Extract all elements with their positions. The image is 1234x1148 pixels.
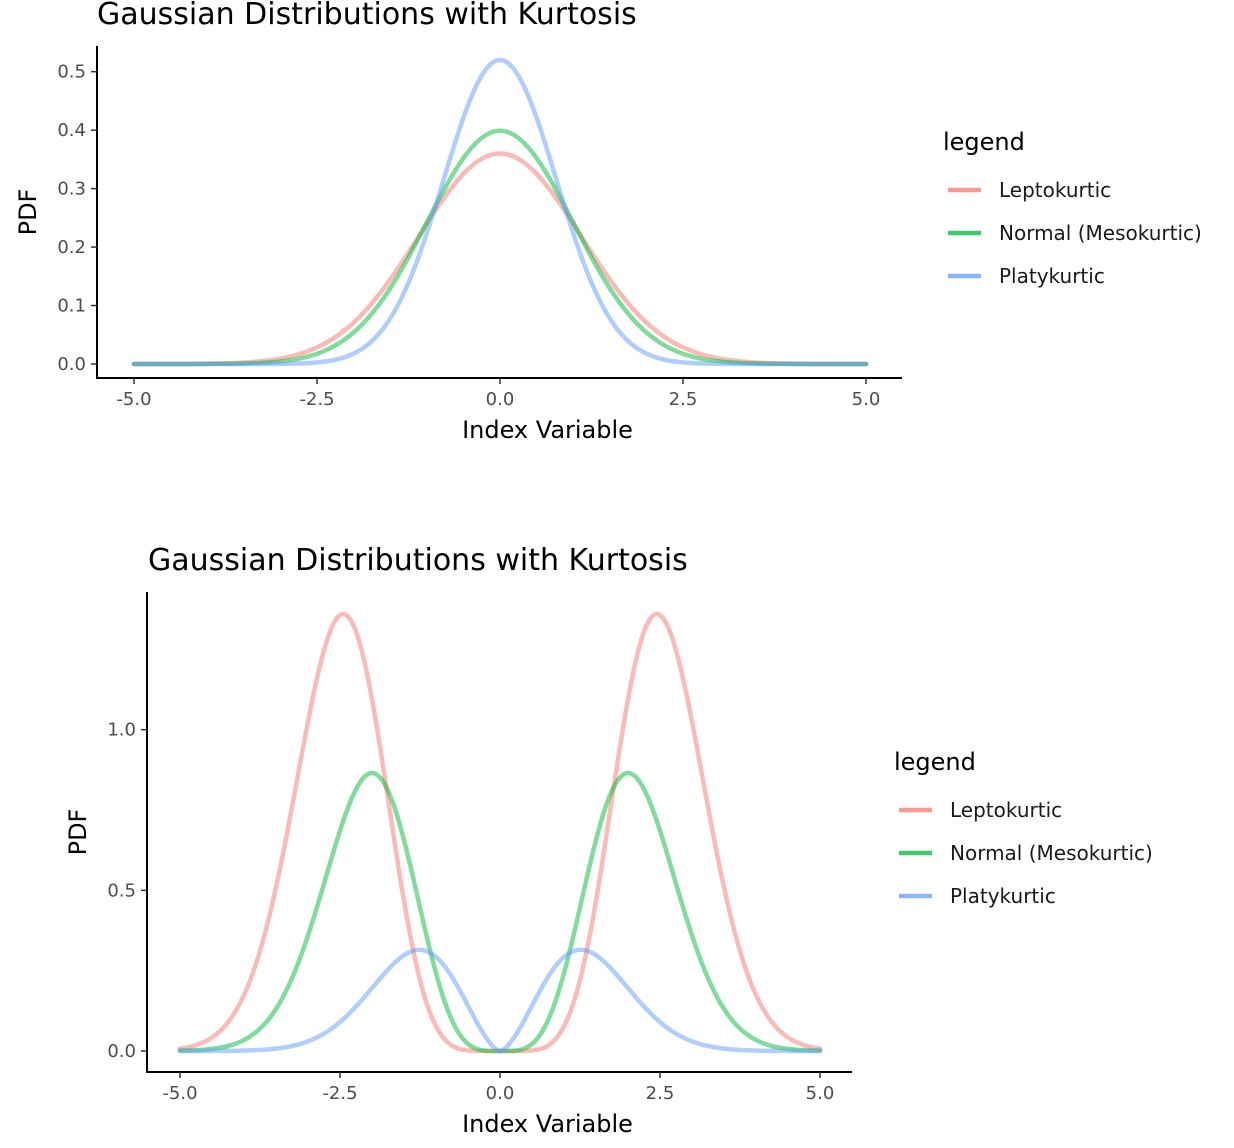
series-line-normal-mesokurtic	[131, 128, 869, 367]
x-tick-label: 0.0	[486, 389, 515, 410]
y-tick-label: 0.4	[57, 120, 86, 141]
legend-label: Platykurtic	[999, 264, 1105, 288]
y-tick-label: 0.3	[57, 179, 86, 200]
x-tick-label: 5.0	[806, 1083, 835, 1104]
x-tick-label: -5.0	[116, 389, 151, 410]
y-tick-label: 0.0	[107, 1041, 136, 1062]
axis-lines	[96, 46, 902, 379]
series-line-platykurtic	[131, 57, 869, 367]
y-tick-label: 0.0	[57, 354, 86, 375]
x-axis-label: Index Variable	[462, 1110, 633, 1138]
series-line-leptokurtic	[177, 611, 823, 1054]
y-axis-label: PDF	[14, 189, 42, 236]
legend-label: Normal (Mesokurtic)	[999, 221, 1202, 245]
axis-lines	[146, 592, 852, 1073]
x-tick-label: 2.5	[669, 389, 698, 410]
legend-title: legend	[894, 748, 976, 776]
x-tick-label: 0.0	[486, 1083, 515, 1104]
legend-label: Leptokurtic	[999, 178, 1111, 202]
x-tick-label: -5.0	[162, 1083, 197, 1104]
x-tick-label: 5.0	[852, 389, 881, 410]
x-tick-label: -2.5	[322, 1083, 357, 1104]
series-line-leptokurtic	[131, 151, 869, 367]
chart-title: Gaussian Distributions with Kurtosis	[148, 543, 688, 578]
x-tick-label: 2.5	[646, 1083, 675, 1104]
y-axis-label: PDF	[64, 809, 92, 856]
y-tick-label: 0.5	[57, 62, 86, 83]
legend-label: Normal (Mesokurtic)	[950, 841, 1153, 865]
legend-title: legend	[943, 128, 1025, 156]
legend-label: Leptokurtic	[950, 798, 1062, 822]
series-line-platykurtic	[177, 947, 823, 1054]
series-line-normal-mesokurtic	[177, 770, 823, 1054]
x-tick-label: -2.5	[299, 389, 334, 410]
y-tick-label: 0.2	[57, 237, 86, 258]
x-axis-label: Index Variable	[462, 416, 633, 444]
y-tick-label: 0.5	[107, 880, 136, 901]
chart-title: Gaussian Distributions with Kurtosis	[97, 0, 637, 32]
y-tick-label: 0.1	[57, 296, 86, 317]
y-tick-label: 1.0	[107, 720, 136, 741]
legend-label: Platykurtic	[950, 884, 1056, 908]
